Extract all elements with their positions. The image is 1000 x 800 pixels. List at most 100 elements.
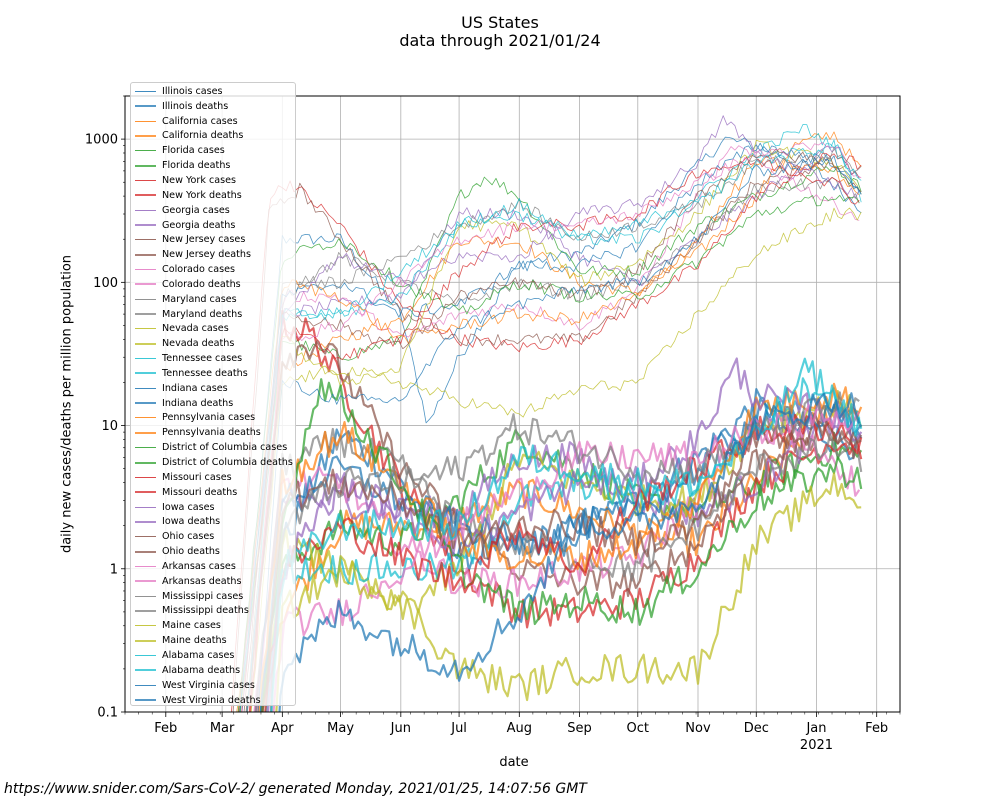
legend-label: California cases <box>162 115 238 127</box>
legend-entry: Missouri cases <box>131 470 295 485</box>
legend-swatch <box>135 105 156 108</box>
legend-entry: Mississippi deaths <box>131 604 295 619</box>
y-tick-label: 100 <box>93 276 118 291</box>
legend-label: Mississippi deaths <box>162 605 249 617</box>
x-tick-label: Jul <box>450 721 467 736</box>
series-line-west-virginia-deaths <box>278 392 861 712</box>
x-tick-year-label: 2021 <box>800 738 833 753</box>
series-line-maine-deaths <box>275 472 862 712</box>
y-tick-label: 1000 <box>85 133 118 148</box>
legend-entry: Ohio deaths <box>131 544 295 559</box>
series-line-district-of-columbia-cases <box>237 194 860 712</box>
legend-entry: West Virginia deaths <box>131 693 295 708</box>
legend-swatch <box>135 150 156 152</box>
chart-legend: Illinois cases Illinois deaths California … <box>130 82 296 706</box>
legend-swatch <box>135 461 156 464</box>
legend-entry: Nevada cases <box>131 322 295 337</box>
legend-label: Colorado cases <box>162 264 235 276</box>
legend-swatch <box>135 684 156 686</box>
legend-entry: Indiana deaths <box>131 396 295 411</box>
legend-label: Maine deaths <box>162 635 227 647</box>
legend-swatch <box>135 580 156 583</box>
legend-entry: Maine cases <box>131 618 295 633</box>
legend-entry: West Virginia cases <box>131 678 295 693</box>
legend-label: California deaths <box>162 130 244 142</box>
legend-label: New Jersey deaths <box>162 249 251 261</box>
x-tick-label: Nov <box>685 721 711 736</box>
legend-entry: Colorado cases <box>131 262 295 277</box>
legend-entry: Tennessee deaths <box>131 366 295 381</box>
series-line-iowa-cases <box>241 115 860 712</box>
legend-swatch <box>135 595 156 597</box>
legend-label: New Jersey cases <box>162 234 246 246</box>
x-tick-label: Jan <box>805 721 826 736</box>
legend-entry: Florida deaths <box>131 158 295 173</box>
legend-swatch <box>135 328 156 330</box>
series-line-illinois-cases <box>239 136 862 712</box>
x-tick-label: Aug <box>507 721 532 736</box>
legend-label: Ohio cases <box>162 531 215 543</box>
legend-swatch <box>135 209 156 211</box>
legend-swatch <box>135 253 156 256</box>
legend-entry: Pennsylvania cases <box>131 411 295 426</box>
legend-label: Alabama cases <box>162 649 235 661</box>
legend-entry: California cases <box>131 114 295 129</box>
legend-swatch <box>135 358 156 360</box>
x-tick-label: May <box>327 721 354 736</box>
legend-entry: New York deaths <box>131 188 295 203</box>
legend-swatch <box>135 447 156 449</box>
legend-label: Maine cases <box>162 620 221 632</box>
legend-label: Iowa deaths <box>162 516 221 528</box>
legend-label: Indiana cases <box>162 382 228 394</box>
legend-entry: District of Columbia deaths <box>131 455 295 470</box>
legend-entry: Illinois cases <box>131 84 295 99</box>
footer-source-text[interactable]: https://www.snider.com/Sars-CoV-2/ gener… <box>4 781 587 797</box>
x-axis-label: date <box>499 755 529 770</box>
legend-entry: Illinois deaths <box>131 99 295 114</box>
legend-swatch <box>135 194 156 197</box>
legend-label: District of Columbia deaths <box>162 457 293 469</box>
x-tick-label: Dec <box>744 721 769 736</box>
legend-swatch <box>135 179 156 181</box>
series-line-alabama-cases <box>246 143 862 712</box>
legend-swatch <box>135 520 156 523</box>
y-tick-label: 10 <box>101 419 118 434</box>
series-group <box>231 115 863 712</box>
y-axis-label: daily new cases/deaths per million popul… <box>59 254 75 554</box>
series-line-new-york-deaths <box>248 309 863 712</box>
legend-label: West Virginia cases <box>162 679 255 691</box>
legend-label: New York deaths <box>162 189 242 201</box>
legend-entry: California deaths <box>131 129 295 144</box>
series-line-district-of-columbia-deaths <box>260 378 863 712</box>
legend-swatch <box>135 550 156 553</box>
legend-swatch <box>135 224 156 227</box>
legend-entry: Maryland deaths <box>131 307 295 322</box>
legend-swatch <box>135 625 156 627</box>
legend-entry: Missouri deaths <box>131 485 295 500</box>
series-line-indiana-cases <box>239 142 862 712</box>
legend-swatch <box>135 164 156 167</box>
legend-entry: Colorado deaths <box>131 277 295 292</box>
legend-swatch <box>135 402 156 405</box>
legend-label: Ohio deaths <box>162 546 220 558</box>
legend-label: Nevada deaths <box>162 338 235 350</box>
legend-label: Illinois deaths <box>162 100 229 112</box>
legend-label: Colorado deaths <box>162 278 241 290</box>
legend-swatch <box>135 342 156 345</box>
legend-swatch <box>135 639 156 642</box>
legend-label: Iowa cases <box>162 501 215 513</box>
legend-swatch <box>135 536 156 538</box>
legend-swatch <box>135 120 156 122</box>
legend-swatch <box>135 565 156 567</box>
legend-entry: New Jersey deaths <box>131 247 295 262</box>
legend-entry: Florida cases <box>131 143 295 158</box>
legend-swatch <box>135 269 156 271</box>
x-tick-label: Oct <box>627 721 649 736</box>
legend-label: Maryland cases <box>162 293 237 305</box>
series-line-maine-cases <box>250 207 862 712</box>
legend-label: Missouri deaths <box>162 486 238 498</box>
series-line-new-jersey-deaths <box>245 340 863 712</box>
legend-label: Pennsylvania cases <box>162 412 256 424</box>
legend-label: Florida deaths <box>162 160 231 172</box>
y-tick-label: 1 <box>110 562 118 577</box>
